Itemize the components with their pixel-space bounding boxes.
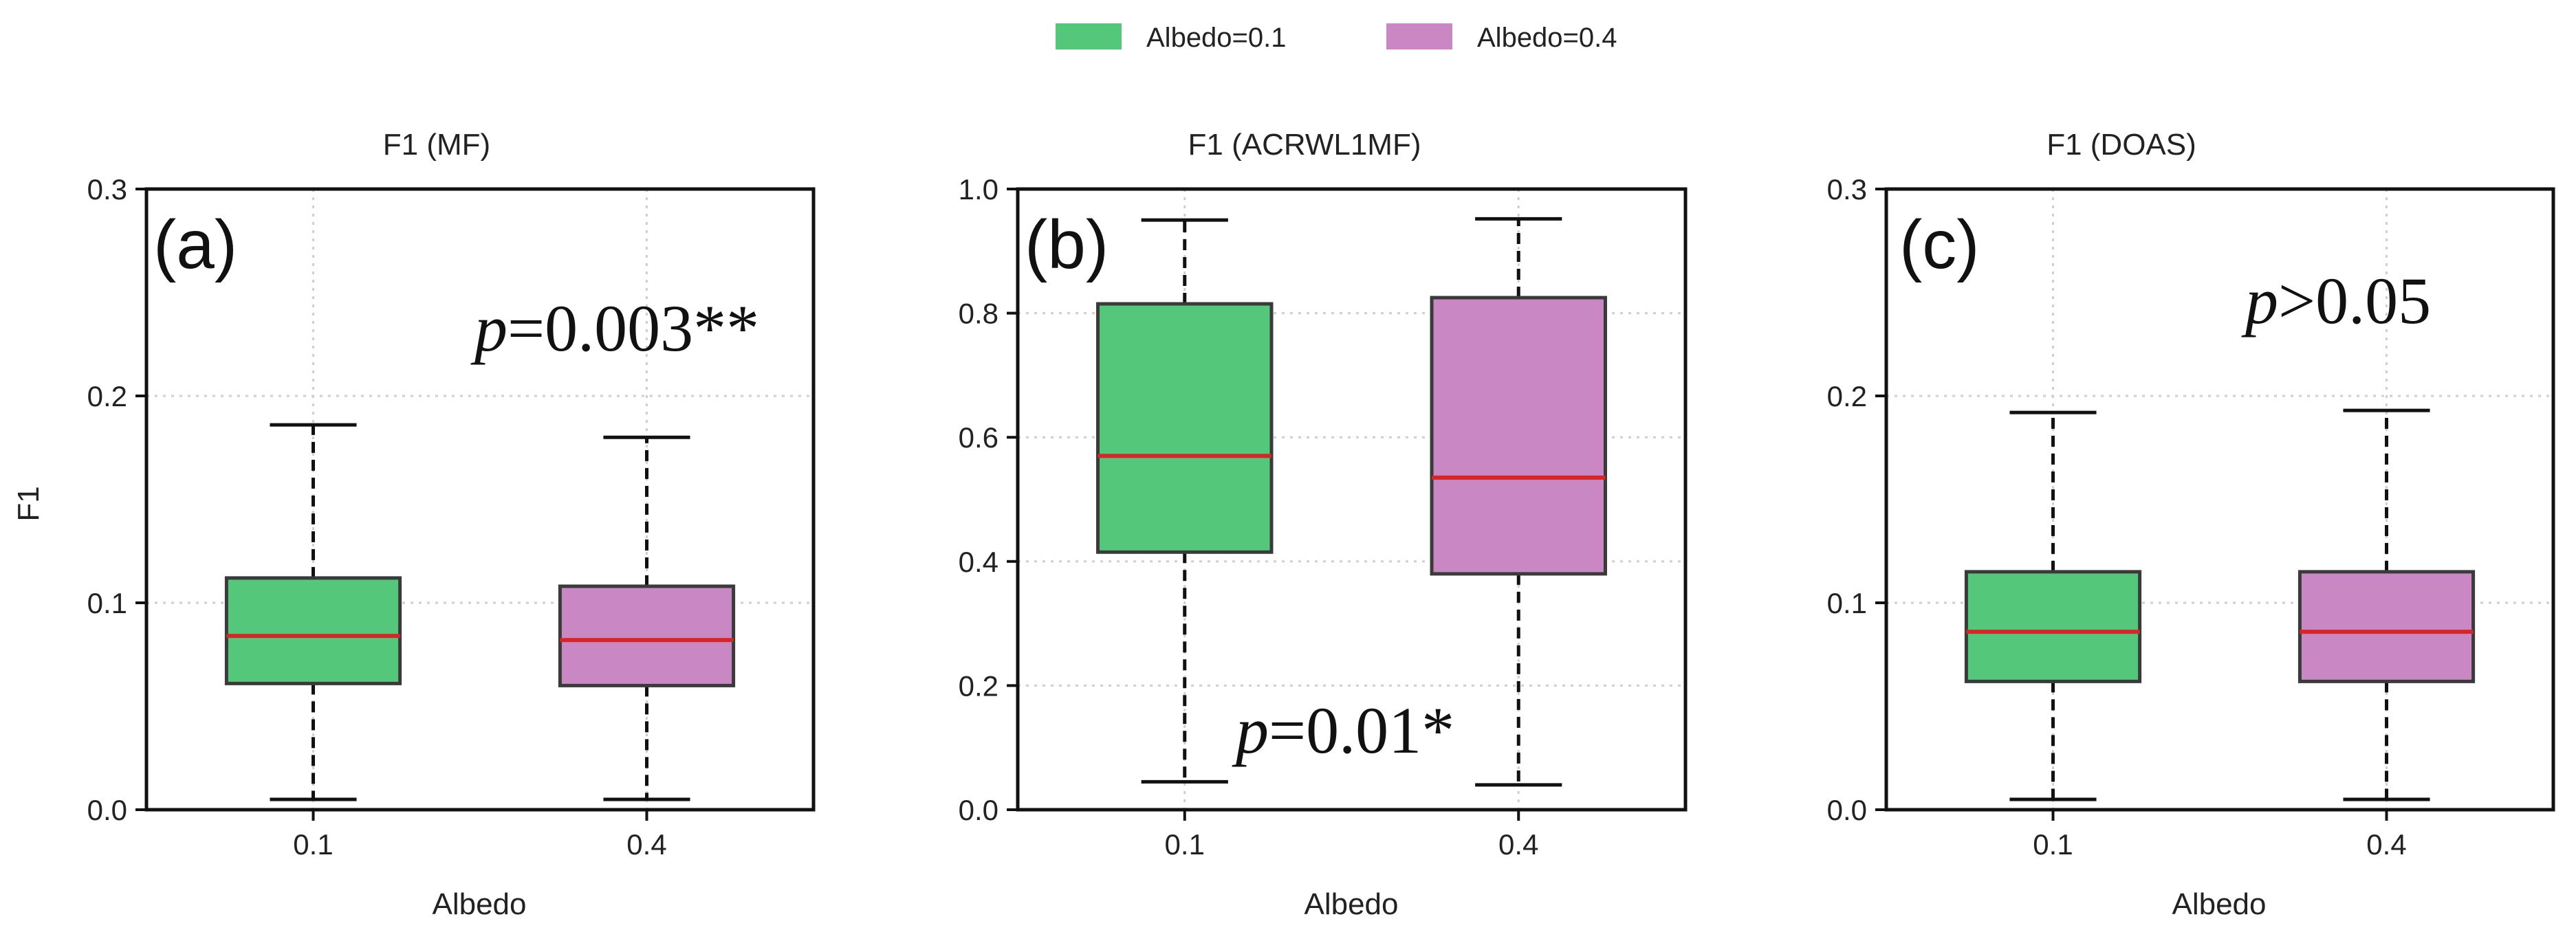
panel-a-box-0-1 <box>224 576 402 685</box>
panel-c-x-ticks: 0.1 0.4 <box>2033 810 2407 861</box>
panel-a-x-axis-label: Albedo <box>432 887 526 921</box>
panel-c-y-tick-label: 0.3 <box>1827 173 1867 206</box>
panel-a-boxes <box>224 423 736 801</box>
panel-a-x-tick-label: 0.1 <box>293 828 333 861</box>
panel-c-x-tick-label: 0.1 <box>2033 828 2073 861</box>
legend-label-albedo-0-4: Albedo=0.4 <box>1477 23 1617 53</box>
panel-a-x-tick-label: 0.4 <box>626 828 666 861</box>
panel-a-title: F1 (MF) <box>383 128 490 162</box>
panel-a-box-0-4 <box>558 584 736 687</box>
legend-swatch-albedo-0-4 <box>1386 23 1452 49</box>
panel-b-y-tick-label: 0.0 <box>959 794 998 826</box>
panel-b-y-tick-label: 0.4 <box>959 546 998 578</box>
panel-b-label: (b) <box>1025 206 1109 283</box>
panel-b-x-tick-label: 0.1 <box>1165 828 1205 861</box>
panel-b: F1 (ACRWL1MF) 0.00.20.40.60.81.0 0.1 0.4 … <box>959 128 1688 921</box>
y-axis-label: F1 <box>12 486 45 521</box>
panel-c-p-rest: >0.05 <box>2278 264 2431 337</box>
legend-swatch-albedo-0-1 <box>1056 23 1122 49</box>
panel-c-label: (c) <box>1899 206 1980 283</box>
panel-b-y-tick-label: 1.0 <box>959 173 998 206</box>
panel-b-p-value: p=0.01* <box>1232 694 1454 767</box>
legend: Albedo=0.1 Albedo=0.4 <box>1056 23 1617 53</box>
panel-b-y-tick-label: 0.6 <box>959 421 998 454</box>
panel-a-y-tick-label: 0.0 <box>87 794 127 826</box>
panel-b-box-0-4 <box>1430 296 1607 576</box>
panel-b-y-tick-label: 0.2 <box>959 669 998 702</box>
panel-c-x-tick-label: 0.4 <box>2366 828 2406 861</box>
panel-c-grid <box>1886 188 2553 811</box>
panel-c-box-0-4 <box>2297 570 2476 683</box>
panel-a: F1 (MF) 0.0 0.1 0.2 0.3 0.1 0.4 (a) p=0.003*… <box>87 128 816 921</box>
panel-a-y-tick-label: 0.1 <box>87 587 127 619</box>
panel-c-box-0-1 <box>1964 570 2142 683</box>
panel-c-y-tick-label: 0.1 <box>1827 587 1867 619</box>
panel-b-x-axis-label: Albedo <box>1304 887 1398 921</box>
panel-b-boxes <box>1096 217 1607 787</box>
panel-c: F1 (DOAS) 0.0 0.1 0.2 0.3 0.1 0.4 (c) p>0.05… <box>1827 128 2555 921</box>
panel-c-title: F1 (DOAS) <box>2046 128 2196 162</box>
panel-a-frame <box>144 187 816 812</box>
panel-b-x-tick-label: 0.4 <box>1498 828 1538 861</box>
panel-b-box-0-1 <box>1096 302 1274 554</box>
legend-label-albedo-0-1: Albedo=0.1 <box>1146 23 1287 53</box>
panel-c-y-tick-label: 0.0 <box>1827 794 1867 826</box>
panel-b-p-rest: =0.01* <box>1269 694 1454 767</box>
panel-c-y-tick-label: 0.2 <box>1827 380 1867 412</box>
panel-b-p-symbol: p <box>1232 694 1269 767</box>
panel-a-grid <box>146 188 814 811</box>
panel-b-frame <box>1016 187 1688 812</box>
panel-c-y-ticks: 0.0 0.1 0.2 0.3 <box>1827 173 1886 826</box>
panel-b-y-tick-label: 0.8 <box>959 298 998 330</box>
panel-a-y-tick-label: 0.3 <box>87 173 127 206</box>
panel-a-label: (a) <box>153 206 237 283</box>
panel-b-title: F1 (ACRWL1MF) <box>1188 128 1421 162</box>
panel-c-frame <box>1884 187 2555 812</box>
panel-b-x-ticks: 0.1 0.4 <box>1165 810 1538 861</box>
panel-a-p-value: p=0.003** <box>470 291 759 365</box>
panel-b-y-ticks: 0.0 0.2 0.4 0.6 0.8 1.0 <box>959 173 1018 826</box>
panel-c-p-value: p>0.05 <box>2241 264 2431 337</box>
panel-a-p-rest: =0.003** <box>507 291 759 365</box>
panel-a-y-tick-label: 0.2 <box>87 380 127 412</box>
panel-c-boxes <box>1964 408 2476 801</box>
panel-a-y-ticks: 0.0 0.1 0.2 0.3 <box>87 173 146 826</box>
panel-c-x-axis-label: Albedo <box>2172 887 2266 921</box>
panel-a-x-ticks: 0.1 0.4 <box>293 810 667 861</box>
panel-c-p-symbol: p <box>2241 264 2278 337</box>
panel-a-p-symbol: p <box>470 291 507 365</box>
